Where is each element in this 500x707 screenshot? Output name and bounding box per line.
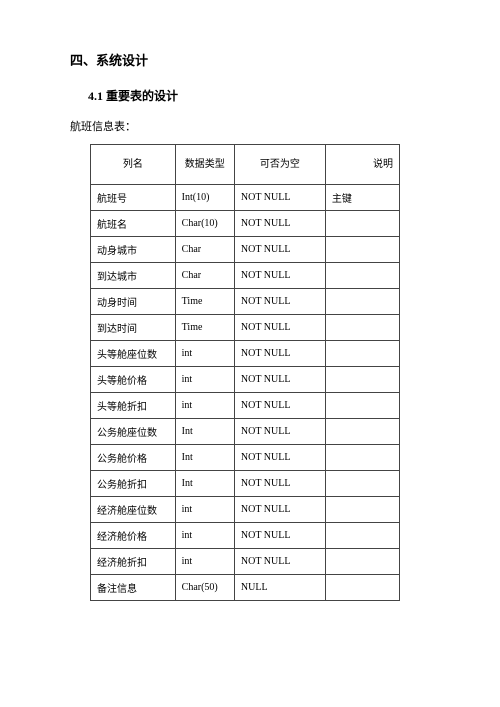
cell-desc: 主键 — [325, 185, 399, 211]
cell-nullable: NOT NULL — [234, 289, 325, 315]
table-row: 公务舱座位数IntNOT NULL — [91, 419, 400, 445]
cell-name: 到达时间 — [91, 315, 176, 341]
table-body: 航班号Int(10)NOT NULL主键航班名Char(10)NOT NULL动… — [91, 185, 400, 601]
cell-type: Int — [175, 471, 234, 497]
table-row: 到达城市CharNOT NULL — [91, 263, 400, 289]
table-row: 到达时间TimeNOT NULL — [91, 315, 400, 341]
cell-desc — [325, 419, 399, 445]
cell-name: 备注信息 — [91, 575, 176, 601]
cell-nullable: NOT NULL — [234, 211, 325, 237]
cell-name: 公务舱折扣 — [91, 471, 176, 497]
cell-name: 头等舱折扣 — [91, 393, 176, 419]
cell-desc — [325, 289, 399, 315]
cell-name: 经济舱折扣 — [91, 549, 176, 575]
cell-type: Int — [175, 419, 234, 445]
cell-nullable: NOT NULL — [234, 367, 325, 393]
table-row: 头等舱价格intNOT NULL — [91, 367, 400, 393]
cell-nullable: NOT NULL — [234, 393, 325, 419]
section-heading: 四、系统设计 — [70, 50, 450, 69]
cell-type: int — [175, 367, 234, 393]
subsection-heading: 4.1 重要表的设计 — [88, 87, 450, 104]
cell-name: 动身城市 — [91, 237, 176, 263]
header-data-type: 数据类型 — [175, 145, 234, 185]
cell-desc — [325, 263, 399, 289]
cell-name: 到达城市 — [91, 263, 176, 289]
schema-table: 列名 数据类型 可否为空 说明 航班号Int(10)NOT NULL主键航班名C… — [90, 144, 400, 601]
cell-name: 航班号 — [91, 185, 176, 211]
cell-type: int — [175, 393, 234, 419]
cell-nullable: NOT NULL — [234, 315, 325, 341]
cell-type: Time — [175, 315, 234, 341]
cell-type: Int(10) — [175, 185, 234, 211]
cell-desc — [325, 497, 399, 523]
cell-name: 动身时间 — [91, 289, 176, 315]
cell-type: int — [175, 523, 234, 549]
cell-name: 头等舱价格 — [91, 367, 176, 393]
cell-nullable: NOT NULL — [234, 419, 325, 445]
table-row: 经济舱价格intNOT NULL — [91, 523, 400, 549]
table-row: 经济舱折扣intNOT NULL — [91, 549, 400, 575]
cell-desc — [325, 471, 399, 497]
table-row: 公务舱价格IntNOT NULL — [91, 445, 400, 471]
table-row: 动身时间TimeNOT NULL — [91, 289, 400, 315]
cell-type: int — [175, 341, 234, 367]
cell-type: Time — [175, 289, 234, 315]
cell-nullable: NULL — [234, 575, 325, 601]
table-row: 公务舱折扣IntNOT NULL — [91, 471, 400, 497]
cell-desc — [325, 341, 399, 367]
table-row: 经济舱座位数intNOT NULL — [91, 497, 400, 523]
table-caption: 航班信息表： — [70, 118, 450, 134]
table-header-row: 列名 数据类型 可否为空 说明 — [91, 145, 400, 185]
cell-desc — [325, 237, 399, 263]
cell-type: int — [175, 497, 234, 523]
header-description: 说明 — [325, 145, 399, 185]
table-row: 备注信息Char(50)NULL — [91, 575, 400, 601]
cell-nullable: NOT NULL — [234, 185, 325, 211]
cell-name: 航班名 — [91, 211, 176, 237]
header-nullable: 可否为空 — [234, 145, 325, 185]
cell-desc — [325, 315, 399, 341]
table-row: 头等舱折扣intNOT NULL — [91, 393, 400, 419]
cell-desc — [325, 523, 399, 549]
cell-desc — [325, 367, 399, 393]
cell-desc — [325, 575, 399, 601]
cell-desc — [325, 445, 399, 471]
table-row: 动身城市CharNOT NULL — [91, 237, 400, 263]
cell-desc — [325, 393, 399, 419]
cell-nullable: NOT NULL — [234, 263, 325, 289]
cell-type: Char(50) — [175, 575, 234, 601]
cell-name: 公务舱座位数 — [91, 419, 176, 445]
cell-name: 公务舱价格 — [91, 445, 176, 471]
cell-name: 经济舱座位数 — [91, 497, 176, 523]
table-container: 列名 数据类型 可否为空 说明 航班号Int(10)NOT NULL主键航班名C… — [90, 144, 450, 601]
cell-type: Char — [175, 237, 234, 263]
cell-type: Char(10) — [175, 211, 234, 237]
cell-type: Int — [175, 445, 234, 471]
cell-desc — [325, 549, 399, 575]
table-row: 头等舱座位数intNOT NULL — [91, 341, 400, 367]
cell-name: 头等舱座位数 — [91, 341, 176, 367]
cell-nullable: NOT NULL — [234, 523, 325, 549]
header-column-name: 列名 — [91, 145, 176, 185]
table-row: 航班名Char(10)NOT NULL — [91, 211, 400, 237]
cell-name: 经济舱价格 — [91, 523, 176, 549]
table-row: 航班号Int(10)NOT NULL主键 — [91, 185, 400, 211]
cell-type: Char — [175, 263, 234, 289]
cell-desc — [325, 211, 399, 237]
cell-nullable: NOT NULL — [234, 549, 325, 575]
cell-nullable: NOT NULL — [234, 471, 325, 497]
cell-type: int — [175, 549, 234, 575]
cell-nullable: NOT NULL — [234, 237, 325, 263]
cell-nullable: NOT NULL — [234, 445, 325, 471]
cell-nullable: NOT NULL — [234, 341, 325, 367]
cell-nullable: NOT NULL — [234, 497, 325, 523]
